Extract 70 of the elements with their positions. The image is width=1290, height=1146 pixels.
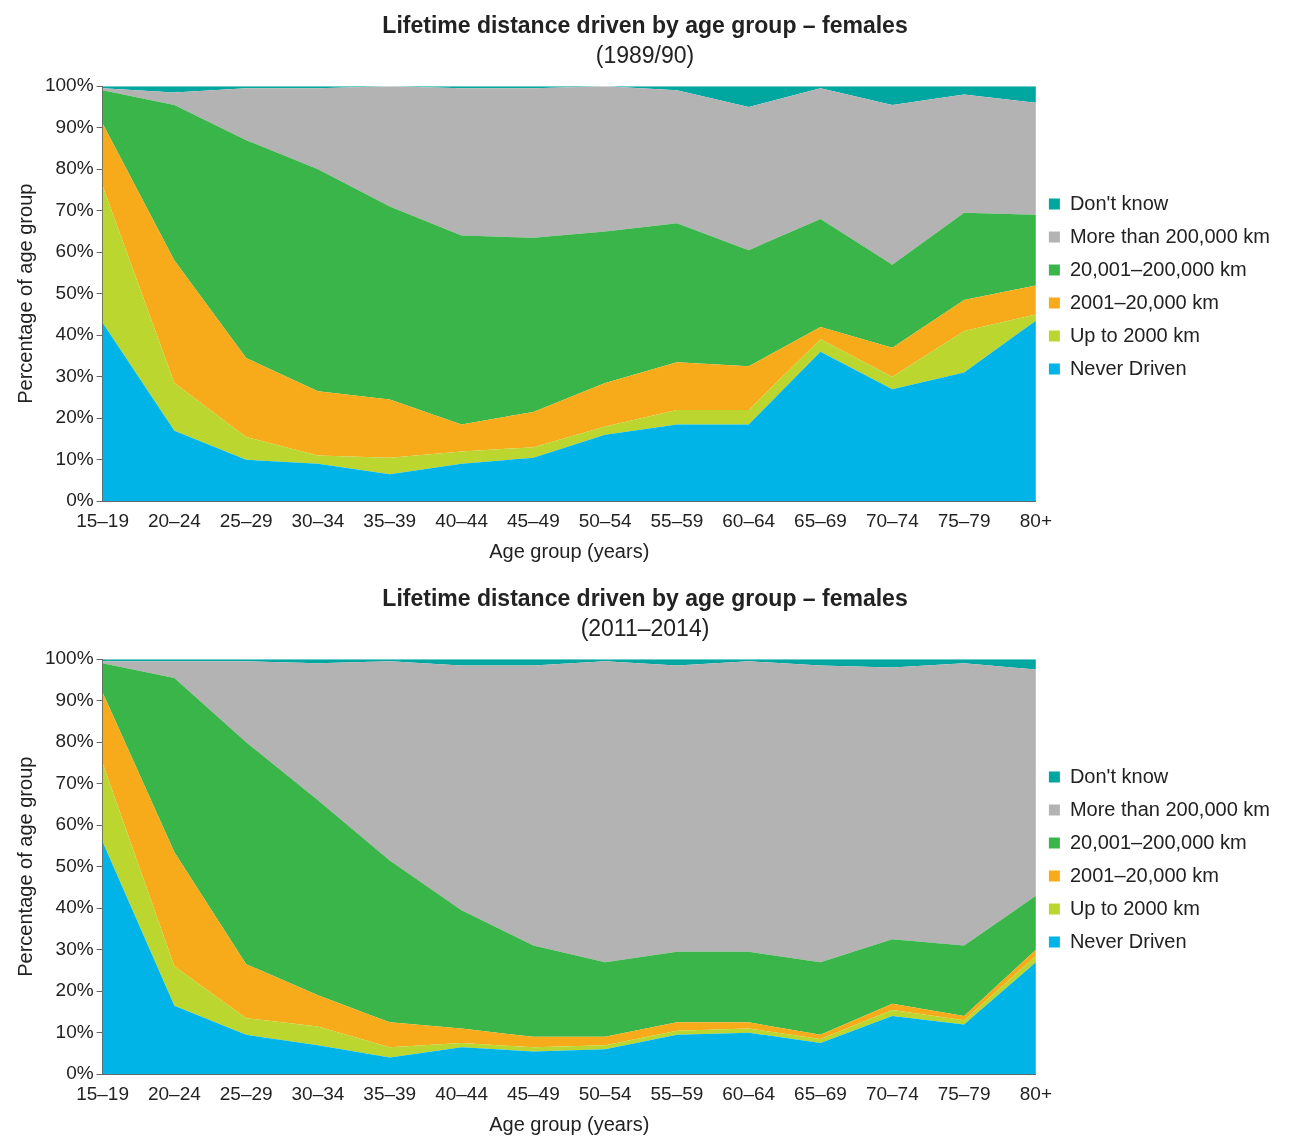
x-tick-label: 55–59: [650, 509, 704, 531]
legend-label: Never Driven: [1069, 929, 1187, 952]
legend-label: 20,001–200,000 km: [1069, 257, 1247, 280]
x-tick-label: 50–54: [578, 1082, 632, 1104]
x-tick-label: 20–24: [147, 509, 202, 531]
y-tick-label: 50%: [55, 281, 94, 303]
x-tick-label: 65–69: [794, 509, 847, 531]
y-tick-label: 80%: [55, 730, 94, 752]
x-tick-label: 80+: [1019, 1082, 1052, 1104]
y-tick-label: 10%: [55, 447, 94, 469]
x-tick-label: 45–49: [506, 1082, 560, 1104]
y-tick-label: 0%: [66, 489, 94, 511]
y-axis-title: Percentage of age group: [13, 756, 36, 977]
chart-title: Lifetime distance driven by age group – females: [382, 12, 908, 39]
x-tick-label: 25–29: [219, 1082, 273, 1104]
y-tick-label: 50%: [55, 854, 94, 876]
x-tick-label: 45–49: [506, 509, 560, 531]
x-tick-label: 70–74: [865, 509, 920, 531]
x-tick-label: 40–44: [435, 1082, 489, 1104]
legend-label: 2001–20,000 km: [1069, 863, 1219, 886]
x-axis-title: Age group (years): [489, 539, 650, 562]
y-tick-label: 0%: [66, 1062, 94, 1084]
y-tick-label: 10%: [55, 1020, 94, 1042]
y-tick-label: 90%: [55, 688, 94, 710]
legend-label: Don't know: [1069, 191, 1169, 214]
y-axis-title: Percentage of age group: [13, 183, 36, 404]
x-tick-label: 15–19: [76, 1082, 130, 1104]
x-tick-label: 70–74: [865, 1082, 920, 1104]
x-tick-label: 65–69: [794, 1082, 847, 1104]
x-tick-label: 55–59: [650, 1082, 704, 1104]
y-tick-label: 20%: [55, 406, 94, 428]
chart-subtitle: (1989/90): [595, 41, 695, 68]
legend-label: Up to 2000 km: [1069, 896, 1200, 919]
chart-title: Lifetime distance driven by age group – females: [382, 585, 908, 612]
y-tick-label: 70%: [55, 771, 94, 793]
y-tick-label: 30%: [55, 364, 94, 386]
y-tick-label: 60%: [55, 813, 94, 835]
x-tick-label: 30–34: [291, 1082, 345, 1104]
y-tick-label: 40%: [55, 896, 94, 918]
x-tick-label: 20–24: [147, 1082, 202, 1104]
x-tick-label: 75–79: [937, 1082, 991, 1104]
legend-label: More than 200,000 km: [1069, 797, 1271, 820]
y-tick-label: 70%: [55, 198, 94, 220]
y-tick-label: 30%: [55, 937, 94, 959]
x-tick-label: 35–39: [363, 509, 417, 531]
y-tick-label: 40%: [55, 323, 94, 345]
x-tick-label: 35–39: [363, 1082, 417, 1104]
x-tick-label: 50–54: [578, 509, 632, 531]
legend-label: Up to 2000 km: [1069, 323, 1200, 346]
legend-label: 2001–20,000 km: [1069, 290, 1219, 313]
x-tick-label: 15–19: [76, 509, 130, 531]
legend-label: Don't know: [1069, 764, 1169, 787]
x-axis-title: Age group (years): [489, 1112, 650, 1135]
x-tick-label: 60–64: [722, 509, 776, 531]
y-tick-label: 100%: [44, 647, 94, 669]
x-tick-label: 75–79: [937, 509, 991, 531]
x-tick-label: 60–64: [722, 1082, 776, 1104]
x-tick-label: 25–29: [219, 509, 273, 531]
legend-label: Never Driven: [1069, 356, 1187, 379]
x-tick-label: 40–44: [435, 509, 489, 531]
y-tick-label: 60%: [55, 240, 94, 262]
x-tick-label: 80+: [1019, 509, 1052, 531]
chart-subtitle: (2011–2014): [580, 614, 710, 641]
y-tick-label: 80%: [55, 157, 94, 179]
legend-label: 20,001–200,000 km: [1069, 830, 1247, 853]
y-tick-label: 20%: [55, 979, 94, 1001]
x-tick-label: 30–34: [291, 509, 345, 531]
y-tick-label: 90%: [55, 115, 94, 137]
y-tick-label: 100%: [44, 74, 94, 96]
legend-label: More than 200,000 km: [1069, 224, 1271, 247]
